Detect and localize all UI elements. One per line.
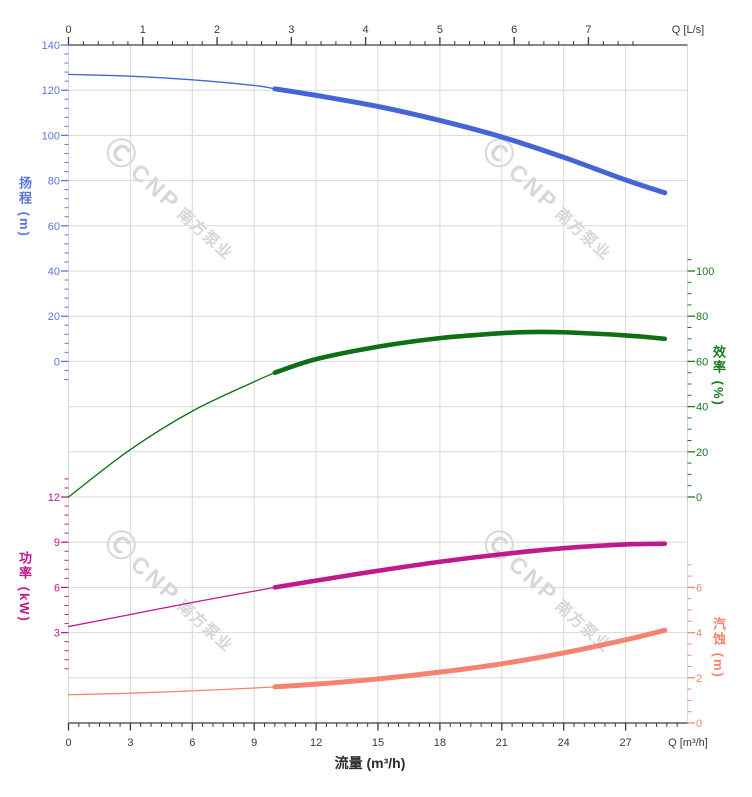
curve-efficiency-rated (272, 329, 668, 375)
power-axis-title: 功率 (kW) (16, 551, 32, 623)
x-axis-top: 0 1 2 3 4 5 6 7 Q [L/s] (65, 24, 704, 45)
tick-label: 40 (48, 266, 60, 278)
head-axis: 140 120 100 80 60 40 20 0 (42, 40, 69, 380)
flow-axis-title: 流量 (m³/h) (334, 755, 406, 771)
tick-label: 0 (696, 492, 702, 504)
tick-label: 4 (363, 24, 369, 36)
tick-label: 60 (696, 356, 708, 368)
curve-npsh-rated (272, 627, 668, 690)
npsh-axis-title: 汽蚀 (m) (710, 617, 726, 679)
tick-label: 40 (696, 402, 708, 414)
tick-label: 80 (696, 311, 708, 323)
tick-label: 12 (48, 492, 60, 504)
curve-efficiency-thin (67, 372, 276, 498)
tick-label: 80 (48, 176, 60, 188)
curve-npsh-thin (67, 686, 276, 696)
tick-label: 3 (127, 737, 133, 749)
tick-label: 100 (696, 266, 714, 278)
tick-label: 3 (288, 24, 294, 36)
tick-label: 2 (696, 673, 702, 685)
tick-label: 15 (372, 737, 384, 749)
tick-label: 0 (65, 737, 71, 749)
tick-label: 140 (42, 40, 60, 52)
npsh-axis: 6 4 2 0 (687, 564, 702, 730)
tick-label: 0 (65, 24, 71, 36)
curve-power-rated (272, 541, 668, 590)
tick-label: 1 (140, 24, 146, 36)
curve-power-thin (67, 586, 276, 628)
tick-label: 5 (437, 24, 443, 36)
curves (67, 73, 668, 696)
tick-label: 18 (434, 737, 446, 749)
efficiency-axis-title: 效率 (%) (710, 345, 726, 407)
tick-label: 20 (696, 447, 708, 459)
tick-label: 2 (214, 24, 220, 36)
top-axis-unit-label: Q [L/s] (672, 24, 704, 36)
x-axis-bottom: 0 3 6 9 12 15 18 21 24 27 Q [m³/h] (65, 723, 708, 749)
tick-label: 100 (42, 130, 60, 142)
tick-label: 60 (48, 221, 60, 233)
tick-label: 6 (54, 582, 60, 594)
tick-label: 4 (696, 628, 702, 640)
tick-label: 120 (42, 85, 60, 97)
curve-head-rated (272, 86, 668, 196)
power-axis: 12 9 6 3 (48, 478, 69, 670)
tick-label: 9 (54, 537, 60, 549)
tick-label: 6 (189, 737, 195, 749)
tick-label: 6 (511, 24, 517, 36)
tick-label: 0 (54, 356, 60, 368)
tick-label: 24 (558, 737, 570, 749)
tick-label: 21 (496, 737, 508, 749)
curve-head-thin (67, 73, 276, 90)
tick-label: 20 (48, 311, 60, 323)
tick-label: 6 (696, 582, 702, 594)
head-axis-title: 扬程 (m) (16, 176, 32, 238)
tick-label: 12 (310, 737, 322, 749)
tick-label: 9 (251, 737, 257, 749)
bottom-axis-unit-label: Q [m³/h] (668, 737, 708, 749)
tick-label: 27 (619, 737, 631, 749)
tick-label: 3 (54, 628, 60, 640)
efficiency-axis: 100 80 60 40 20 0 (687, 259, 714, 504)
tick-label: 7 (585, 24, 591, 36)
tick-label: 0 (696, 718, 702, 730)
gridlines (68, 44, 688, 724)
